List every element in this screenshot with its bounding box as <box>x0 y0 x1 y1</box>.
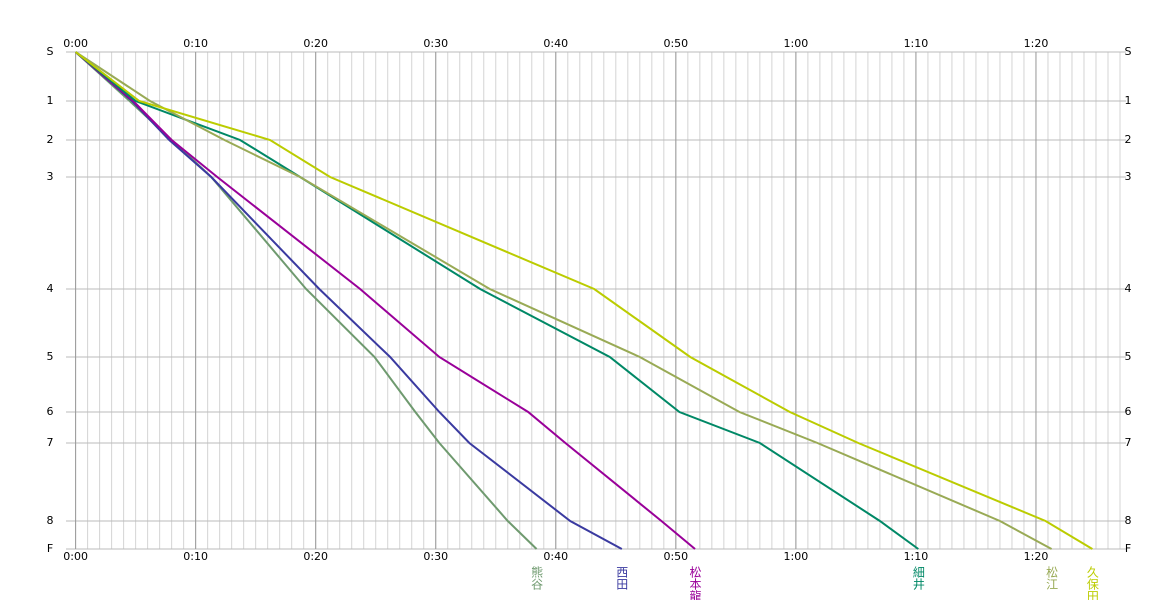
x-tick-label: 0:20 <box>303 37 328 50</box>
x-tick-label: 1:20 <box>1024 37 1049 50</box>
x-tick-label: 0:30 <box>423 37 448 50</box>
x-tick-label-bottom: 0:40 <box>543 550 568 563</box>
y-tick-label-right: 1 <box>1125 94 1132 107</box>
series-name: 西田 <box>615 566 629 590</box>
y-tick-label: 7 <box>47 436 54 449</box>
x-tick-label-bottom: 0:10 <box>183 550 208 563</box>
series-line <box>75 51 1053 550</box>
y-tick-label: 1 <box>47 94 54 107</box>
x-tick-label-bottom: 0:00 <box>63 550 88 563</box>
y-tick-label-right: S <box>1125 45 1132 58</box>
x-tick-label-bottom: 1:20 <box>1024 550 1049 563</box>
y-tick-label: S <box>47 45 54 58</box>
x-tick-label-bottom: 0:50 <box>663 550 688 563</box>
y-tick-label: F <box>47 542 53 555</box>
series-name: 細井 <box>911 566 925 591</box>
x-tick-label: 1:10 <box>904 37 929 50</box>
series-name: 久保田 <box>1085 566 1099 600</box>
series-name: 松本龍 <box>688 566 702 600</box>
series-line <box>74 51 919 550</box>
y-tick-label-right: 7 <box>1125 436 1132 449</box>
x-tick-label: 0:40 <box>543 37 568 50</box>
y-tick-label-right: 6 <box>1125 405 1132 418</box>
y-tick-label-right: 2 <box>1125 133 1132 146</box>
x-tick-label-bottom: 1:10 <box>904 550 929 563</box>
y-tick-label-right: F <box>1125 542 1131 555</box>
y-tick-label-right: 8 <box>1125 514 1132 527</box>
y-tick-label-right: 4 <box>1125 282 1132 295</box>
x-tick-label: 0:00 <box>63 37 88 50</box>
y-tick-label: 4 <box>47 282 54 295</box>
x-tick-label-bottom: 0:30 <box>423 550 448 563</box>
y-tick-label-right: 3 <box>1125 170 1132 183</box>
series-line <box>74 51 1093 550</box>
y-tick-label: 2 <box>47 133 54 146</box>
series-line <box>74 51 538 550</box>
x-tick-label: 1:00 <box>784 37 809 50</box>
x-tick-label: 0:50 <box>663 37 688 50</box>
series-name: 松江 <box>1045 566 1059 590</box>
y-tick-label-right: 5 <box>1125 350 1132 363</box>
series-line <box>74 51 623 550</box>
y-tick-label: 8 <box>47 514 54 527</box>
series-name: 熊谷 <box>530 565 544 591</box>
y-tick-label: 3 <box>47 170 54 183</box>
x-tick-label-bottom: 0:20 <box>303 550 328 563</box>
series-line <box>74 51 696 550</box>
y-tick-label: 6 <box>47 405 54 418</box>
x-tick-label: 0:10 <box>183 37 208 50</box>
x-tick-label-bottom: 1:00 <box>784 550 809 563</box>
y-tick-label: 5 <box>47 350 54 363</box>
